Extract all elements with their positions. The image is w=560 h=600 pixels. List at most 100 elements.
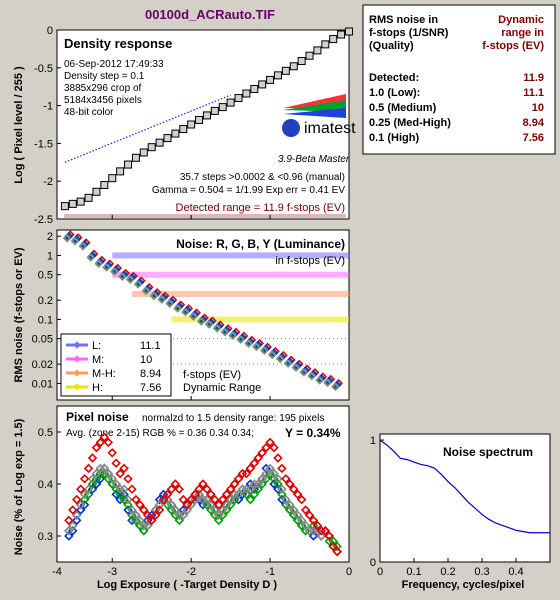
density-marker [84,193,93,202]
noise-marker [196,317,206,326]
pixel-noise-marker [75,484,86,494]
density-marker [76,197,85,206]
pixel-noise-marker [241,468,252,479]
pixel-noise-marker [154,505,165,515]
dr-row-value-medium: 10 [532,102,544,114]
legend-note-2: Dynamic Range [183,382,261,394]
pixel-noise-marker [277,484,287,494]
density-marker [116,167,125,176]
pixel-noise-marker [131,494,141,505]
spectrum-heading: Noise spectrum [443,445,533,459]
pixel-noise-marker [261,468,271,479]
spectrum-xtick-label: 0 [377,566,383,578]
pixel-noise-marker [119,463,129,474]
noise-marker [181,307,190,317]
pixel-ytick-label: 0.5 [38,427,53,439]
pixel-noise-marker [123,494,133,505]
imatest-logo: imatest [282,94,356,137]
pixel-noise-marker [64,515,74,526]
spectrum-line [379,439,550,534]
noise-ytick-label: 1 [47,250,53,262]
noise-threshold-band [131,290,349,297]
pixel-noise-marker [277,489,287,500]
noise-marker [204,320,214,329]
pixel-noise-marker [304,510,315,520]
file-title: 00100d_ACRauto.TIF [145,7,275,22]
pixel-noise-marker [269,468,279,479]
density-marker [68,199,77,208]
noise-marker [244,339,253,348]
pixel-noise-marker [91,468,102,479]
pixel-noise-ylabel: Noise (% of Log exp = 1.5) [13,418,25,555]
spectrum-ytick-label: 0 [370,557,376,569]
density-heading: Density response [64,36,172,51]
pixel-noise-marker [170,505,181,515]
density-ylabel: Log ( Pixel level / 255 ) [13,66,25,184]
dr-row-value-low: 11.1 [523,87,544,99]
density-ytick-label: -0.5 [34,63,53,75]
pixel-xtick-label: -2 [186,566,196,578]
dr-row-label-detected: Detected: [369,72,419,84]
density-marker [202,111,211,120]
pixel-noise-marker [127,484,137,494]
dr-row-value-high: 7.56 [523,132,544,144]
pixel-noise-marker [300,505,311,515]
pixel-noise-marker [64,531,74,541]
noise-marker [117,272,127,282]
pixel-noise-marker [178,494,189,505]
pixel-noise-marker [71,510,82,520]
pixel-noise-marker [308,531,319,541]
dr-row-label-low: 1.0 (Low): [369,87,420,99]
pixel-noise-marker [312,520,323,531]
pixel-noise-marker [198,479,208,489]
density-dotted-line [64,94,231,163]
noise-ytick-label: 0.2 [38,295,53,307]
pixel-noise-marker [103,437,114,448]
spectrum-xtick-label: 0.4 [508,566,523,578]
noise-marker [267,350,277,360]
pixel-noise-marker [289,484,299,494]
pixel-noise-marker [79,489,90,500]
noise-ytick-label: 0.01 [32,378,53,390]
pixel-noise-marker [217,505,228,515]
density-marker [242,89,251,98]
pixel-noise-marker [68,520,78,531]
dr-row-value-detected: 11.9 [523,72,544,84]
pixel-noise-marker [123,474,133,484]
pixel-noise-marker [79,494,90,505]
pixel-noise-marker [107,474,117,484]
noise-marker [86,253,96,262]
pixel-noise-marker [178,510,189,520]
pixel-noise-marker [214,510,224,520]
pixel-noise-marker [233,489,244,500]
noise-marker [70,236,80,246]
pixel-noise-marker [71,515,82,526]
pixel-noise-marker [127,505,137,515]
pixel-noise-marker [296,494,307,505]
pixel-noise-marker [253,453,263,463]
pixel-noise-marker [328,541,338,552]
legend-label: H: [92,382,103,394]
spectrum-xtick-label: 0.1 [406,566,421,578]
pixel-noise-marker [143,520,153,531]
pixel-noise-marker [139,505,149,515]
pixel-noise-marker [285,500,295,510]
pixel-noise-marker [324,531,335,541]
pixel-noise-marker [265,437,275,448]
pixel-noise-marker [221,500,232,510]
density-ytick-label: -2 [43,176,53,188]
pixel-noise-marker [182,500,192,510]
spectrum-xlabel: Frequency, cycles/pixel [402,579,525,591]
density-marker [345,27,353,36]
pixel-noise-marker [206,489,216,500]
noise-marker [189,312,198,321]
pixel-noise-marker [162,489,173,500]
noise-marker [157,295,167,304]
pixel-noise-marker [103,468,114,479]
pixel-noise-marker [190,489,200,500]
density-marker [195,115,204,124]
density-panel: Density response 06-Sep-2012 17:49:33 De… [13,25,356,226]
detected-range-bar [64,214,346,218]
density-marker [337,30,346,39]
density-marker [187,120,196,129]
